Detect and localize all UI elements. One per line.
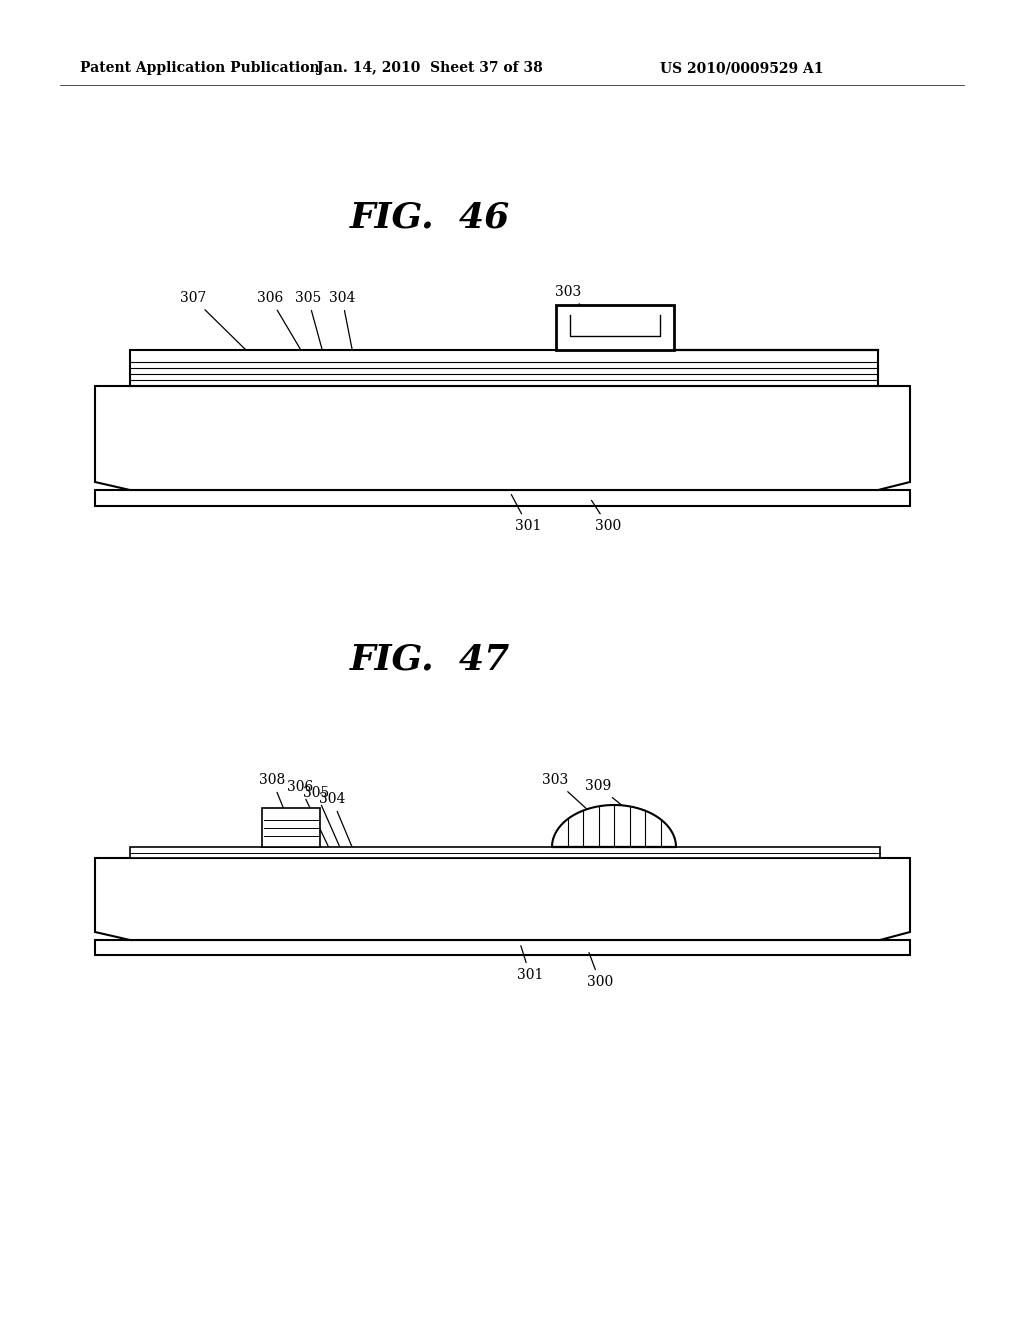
Text: 305: 305 — [295, 290, 325, 358]
Text: 304: 304 — [318, 792, 354, 851]
Text: 307: 307 — [180, 290, 248, 352]
Text: 301: 301 — [511, 495, 542, 533]
Text: 304: 304 — [329, 290, 355, 362]
Bar — [262, 808, 319, 847]
Text: FIG.  46: FIG. 46 — [350, 201, 510, 235]
PathPatch shape — [95, 385, 910, 490]
Text: FIG.  47: FIG. 47 — [350, 643, 510, 677]
Text: 306: 306 — [257, 290, 303, 355]
Text: US 2010/0009529 A1: US 2010/0009529 A1 — [660, 61, 823, 75]
PathPatch shape — [552, 805, 676, 847]
Polygon shape — [95, 858, 910, 940]
Bar — [130, 350, 878, 385]
Text: 306: 306 — [287, 780, 329, 847]
Text: 305: 305 — [303, 785, 341, 850]
Text: Patent Application Publication: Patent Application Publication — [80, 61, 319, 75]
Text: Jan. 14, 2010  Sheet 37 of 38: Jan. 14, 2010 Sheet 37 of 38 — [317, 61, 543, 75]
Bar — [130, 847, 880, 858]
Text: 300: 300 — [587, 953, 613, 989]
Polygon shape — [95, 385, 910, 490]
Bar — [556, 305, 674, 350]
Polygon shape — [552, 805, 676, 847]
Text: 303: 303 — [542, 774, 588, 810]
Text: 309: 309 — [585, 779, 648, 826]
PathPatch shape — [95, 858, 910, 940]
Text: 303: 303 — [555, 285, 583, 308]
Bar — [95, 490, 910, 506]
Text: 301: 301 — [517, 945, 543, 982]
Bar — [95, 940, 910, 954]
PathPatch shape — [556, 305, 674, 350]
Text: 300: 300 — [592, 500, 622, 533]
Text: 308: 308 — [259, 774, 285, 809]
